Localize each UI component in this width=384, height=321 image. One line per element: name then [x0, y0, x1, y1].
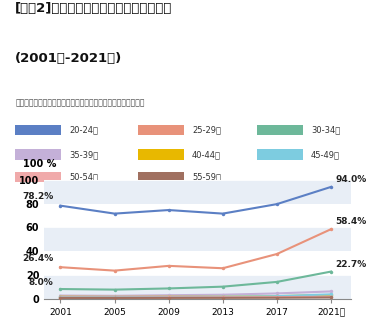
Text: 35-39歳: 35-39歳	[69, 150, 98, 159]
Text: 94.0%: 94.0%	[335, 175, 366, 184]
Text: 45-49歳: 45-49歳	[311, 150, 340, 159]
Text: 50-54歳: 50-54歳	[69, 172, 98, 181]
Bar	[44, 275, 351, 299]
Bar	[44, 227, 351, 251]
Bar	[44, 251, 351, 275]
Text: 26.4%: 26.4%	[22, 254, 54, 263]
FancyBboxPatch shape	[138, 172, 184, 182]
Text: 25-29歳: 25-29歳	[192, 126, 221, 135]
Text: 100 %: 100 %	[23, 159, 56, 169]
FancyBboxPatch shape	[138, 125, 184, 135]
FancyBboxPatch shape	[15, 172, 61, 182]
Text: 30-34歳: 30-34歳	[311, 126, 340, 135]
FancyBboxPatch shape	[15, 149, 61, 160]
Text: 20-24歳: 20-24歳	[69, 126, 98, 135]
Text: 40-44歳: 40-44歳	[192, 150, 221, 159]
Text: (2001年-2021年): (2001年-2021年)	[15, 52, 122, 65]
Text: 出所：中国人口統計年鑑、中国人口・就業統計年鑑より作成。: 出所：中国人口統計年鑑、中国人口・就業統計年鑑より作成。	[15, 99, 145, 108]
Bar	[44, 180, 351, 204]
Text: 78.2%: 78.2%	[22, 193, 54, 202]
FancyBboxPatch shape	[257, 149, 303, 160]
FancyBboxPatch shape	[138, 149, 184, 160]
Text: 8.0%: 8.0%	[29, 278, 54, 287]
FancyBboxPatch shape	[15, 125, 61, 135]
Text: 58.4%: 58.4%	[335, 217, 366, 226]
Text: [図表2]男性・年齢区分の未婚割合の推移: [図表2]男性・年齢区分の未婚割合の推移	[15, 2, 173, 15]
Text: 22.7%: 22.7%	[335, 260, 366, 269]
Text: 55-59歳: 55-59歳	[192, 172, 221, 181]
Bar	[44, 204, 351, 227]
FancyBboxPatch shape	[257, 125, 303, 135]
